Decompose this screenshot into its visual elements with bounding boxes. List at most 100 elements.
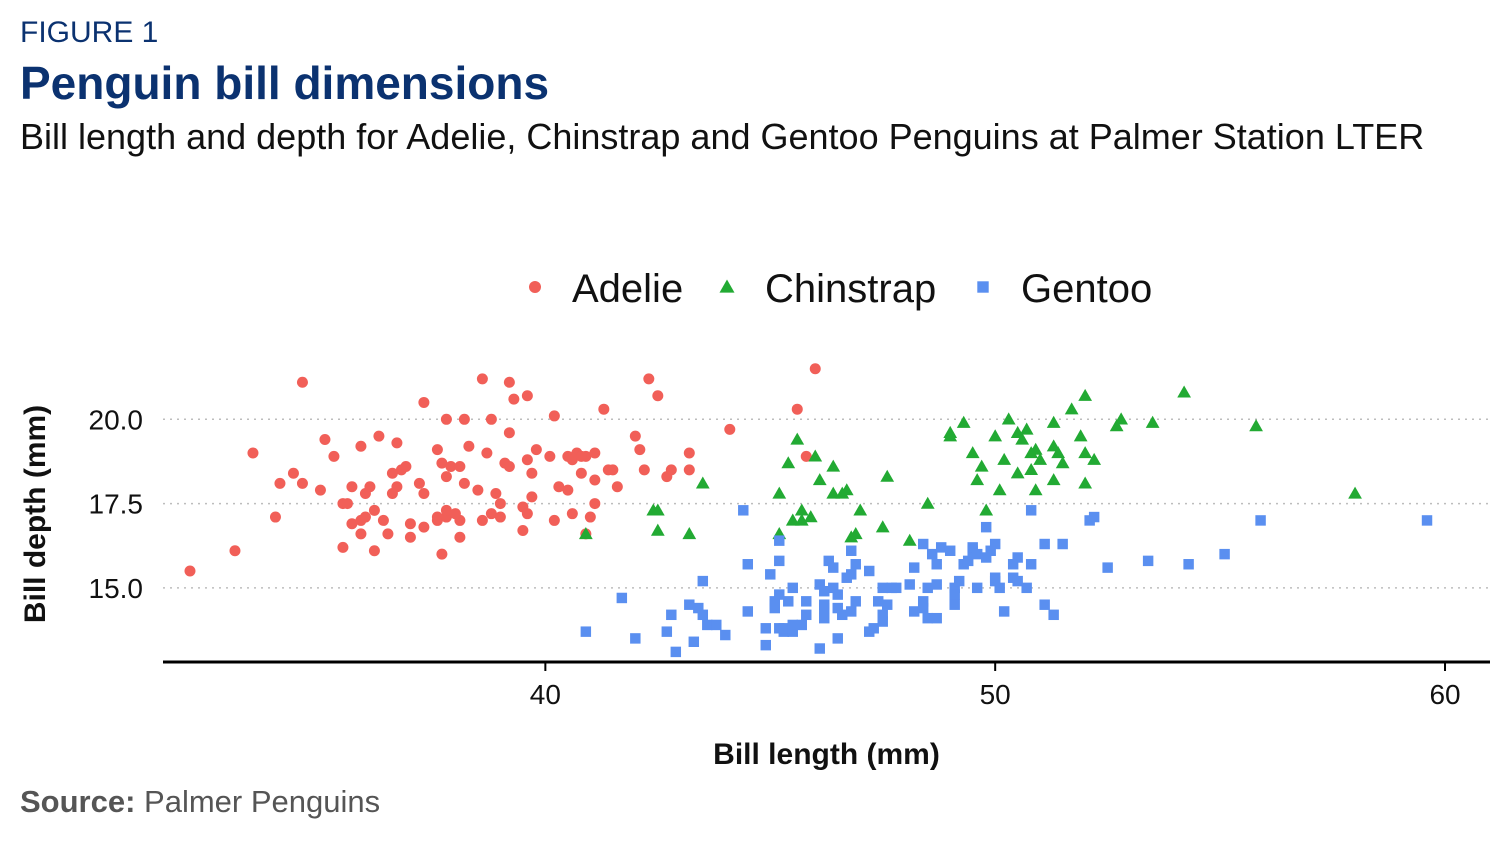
chinstrap-point: [578, 527, 593, 540]
chinstrap-point: [1028, 442, 1043, 455]
gentoo-point: [742, 559, 754, 570]
adelie-point: [449, 508, 461, 520]
adelie-point: [184, 565, 196, 577]
chinstrap-point: [1109, 419, 1124, 432]
gentoo-point: [828, 562, 839, 573]
adelie-point: [436, 457, 448, 469]
adelie-point: [431, 511, 443, 523]
legend-label-chinstrap: Chinstrap: [765, 267, 936, 311]
gentoo-point: [846, 569, 857, 580]
gentoo-point: [670, 646, 682, 658]
gentoo-point: [774, 589, 785, 600]
adelie-point: [683, 464, 695, 476]
adelie-point: [404, 531, 416, 543]
gentoo-point: [877, 616, 888, 627]
gentoo-point: [666, 609, 677, 621]
adelie-point: [809, 363, 821, 375]
gentoo-point: [926, 548, 938, 560]
axes: 15.0 17.5 20.0 40 50 60 Bill length (mm) Bill d…: [19, 404, 1490, 771]
chinstrap-point: [826, 486, 841, 499]
chinstrap-point: [1001, 412, 1016, 425]
gentoo-point: [819, 599, 830, 610]
gentoo-point: [765, 569, 776, 580]
adelie-point: [274, 477, 286, 489]
adelie-point: [607, 464, 619, 476]
chinstrap-point: [1015, 432, 1030, 445]
adelie-point: [503, 376, 515, 388]
legend: Adelie Chinstrap Gentoo: [529, 267, 1152, 311]
chinstrap-point: [1028, 483, 1043, 496]
chinstrap-point: [794, 513, 809, 526]
adelie-point: [413, 477, 425, 489]
gentoo-point: [738, 505, 749, 516]
gentoo-point: [971, 582, 983, 594]
gentoo-point: [711, 619, 722, 631]
adelie-point: [521, 454, 533, 466]
adelie-point: [566, 508, 578, 520]
chinstrap-point: [1055, 456, 1070, 469]
x-tick-label: 60: [1429, 679, 1460, 710]
gentoo-point: [697, 609, 709, 621]
gentoo-point: [944, 545, 956, 556]
gentoo-point: [787, 619, 798, 631]
adelie-point: [400, 460, 412, 472]
gentoo-point: [720, 629, 731, 641]
gentoo-point: [931, 579, 942, 590]
chinstrap-point: [1078, 388, 1093, 401]
adelie-point: [229, 545, 241, 557]
chinstrap-point: [875, 520, 890, 533]
adelie-point: [494, 511, 506, 523]
adelie-point: [247, 447, 259, 459]
gentoo-point: [904, 579, 915, 590]
gentoo-point: [890, 582, 902, 594]
gentoo-point: [837, 609, 848, 621]
gentoo-point: [989, 538, 1001, 550]
chinstrap-point: [682, 527, 697, 540]
gentoo-point: [962, 555, 974, 567]
chinstrap-point: [1078, 446, 1093, 459]
gentoo-point: [922, 582, 933, 594]
adelie-point: [346, 481, 358, 493]
gentoo-point: [688, 636, 700, 648]
gentoo-point: [697, 575, 709, 587]
adelie-point: [584, 511, 596, 523]
gentoo-point: [783, 596, 794, 607]
gentoo-point: [1021, 582, 1032, 594]
chinstrap-point: [965, 446, 980, 459]
gentoo-point: [760, 639, 771, 651]
gentoo-point: [917, 538, 929, 550]
gentoo-point: [882, 599, 893, 610]
adelie-point: [391, 481, 403, 493]
gentoo-point: [917, 596, 929, 607]
gentoo-point: [846, 545, 857, 556]
adelie-point: [440, 504, 452, 516]
chinstrap-point: [781, 456, 796, 469]
gentoo-point: [1025, 559, 1037, 570]
gentoo-point: [953, 575, 965, 587]
gentoo-point: [774, 555, 785, 567]
adelie-point: [548, 410, 560, 422]
adelie-point: [404, 518, 416, 530]
adelie-point: [526, 467, 538, 479]
source-text: Palmer Penguins: [144, 784, 381, 819]
chinstrap-point: [839, 483, 854, 496]
chinstrap-point: [785, 513, 800, 526]
adelie-point: [634, 444, 646, 456]
adelie-point: [544, 450, 556, 462]
adelie-point: [391, 437, 403, 449]
adelie-point: [458, 477, 470, 489]
gentoo-point: [985, 545, 996, 556]
gentoo-point: [908, 606, 920, 617]
y-axis-title: Bill depth (mm): [19, 405, 52, 623]
gentoo-point: [994, 582, 1005, 594]
gentoo-point: [922, 612, 933, 624]
gentoo-point: [616, 592, 628, 604]
gentoo-point: [769, 596, 780, 607]
chinstrap-point: [650, 503, 665, 516]
figure-label: FIGURE 1: [20, 16, 159, 49]
adelie-point: [481, 447, 493, 459]
gentoo-point: [935, 542, 947, 553]
adelie-point: [454, 460, 466, 472]
chinstrap-point: [943, 425, 958, 438]
